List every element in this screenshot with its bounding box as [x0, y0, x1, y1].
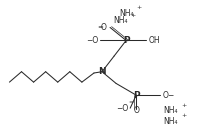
- Text: =: =: [97, 24, 103, 30]
- Text: OH: OH: [148, 36, 160, 45]
- Text: NH₄: NH₄: [119, 9, 133, 18]
- Text: O: O: [133, 106, 139, 115]
- Text: +: +: [137, 5, 142, 10]
- Text: =: =: [128, 100, 133, 105]
- Text: NH₄: NH₄: [163, 106, 178, 115]
- Text: O: O: [100, 23, 106, 32]
- Text: NH₄: NH₄: [163, 117, 178, 126]
- Text: +: +: [131, 13, 136, 18]
- Text: NH₄: NH₄: [113, 16, 127, 25]
- Text: −O: −O: [86, 36, 98, 45]
- Text: P: P: [133, 91, 140, 100]
- Text: +: +: [181, 103, 186, 108]
- Text: N: N: [98, 67, 106, 76]
- Text: P: P: [123, 36, 130, 45]
- Text: −O: −O: [116, 104, 128, 113]
- Text: O−: O−: [162, 91, 175, 100]
- Text: +: +: [181, 113, 186, 119]
